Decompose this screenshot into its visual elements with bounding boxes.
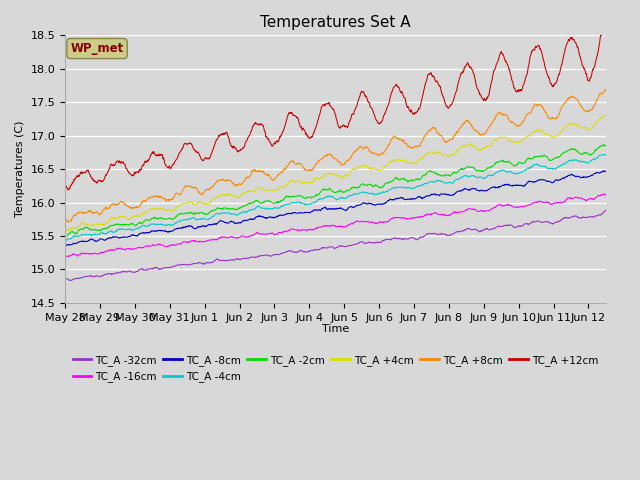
TC_A -4cm — [291, 200, 298, 205]
TC_A +4cm — [312, 175, 319, 181]
TC_A +4cm — [602, 112, 610, 118]
TC_A +4cm — [291, 179, 298, 184]
TC_A -2cm — [61, 234, 69, 240]
TC_A -32cm — [312, 247, 319, 252]
TC_A -4cm — [61, 238, 69, 244]
Line: TC_A +12cm: TC_A +12cm — [65, 28, 606, 190]
TC_A -32cm — [125, 268, 133, 274]
TC_A -2cm — [312, 192, 319, 198]
TC_A +12cm — [125, 170, 133, 176]
TC_A -32cm — [369, 240, 377, 246]
Text: WP_met: WP_met — [70, 42, 124, 55]
TC_A -8cm — [62, 243, 70, 249]
TC_A +12cm — [369, 109, 377, 115]
TC_A -32cm — [61, 276, 69, 282]
TC_A +12cm — [602, 25, 610, 31]
TC_A +12cm — [104, 170, 111, 176]
TC_A -2cm — [369, 183, 377, 189]
TC_A -16cm — [302, 227, 310, 233]
TC_A +12cm — [61, 182, 69, 188]
TC_A +8cm — [369, 151, 377, 156]
TC_A +8cm — [602, 87, 609, 93]
TC_A +8cm — [312, 162, 319, 168]
TC_A -4cm — [312, 199, 319, 205]
TC_A -4cm — [103, 230, 111, 236]
TC_A -16cm — [291, 227, 298, 232]
TC_A +8cm — [291, 160, 298, 166]
TC_A +4cm — [61, 228, 69, 234]
X-axis label: Time: Time — [322, 324, 349, 334]
TC_A -2cm — [602, 143, 610, 148]
TC_A -8cm — [291, 210, 299, 216]
TC_A -32cm — [104, 271, 111, 276]
TC_A -4cm — [125, 227, 132, 232]
TC_A -32cm — [291, 249, 299, 254]
TC_A -16cm — [61, 254, 69, 260]
TC_A -8cm — [302, 209, 310, 215]
TC_A +12cm — [312, 125, 319, 131]
TC_A -8cm — [600, 168, 607, 173]
TC_A -8cm — [125, 234, 133, 240]
TC_A +8cm — [602, 87, 610, 93]
Legend: TC_A -32cm, TC_A -16cm, TC_A -8cm, TC_A -4cm, TC_A -2cm, TC_A +4cm, TC_A +8cm, T: TC_A -32cm, TC_A -16cm, TC_A -8cm, TC_A … — [68, 351, 603, 386]
TC_A -2cm — [291, 193, 299, 199]
TC_A +4cm — [302, 179, 310, 185]
Line: TC_A -8cm: TC_A -8cm — [65, 170, 606, 246]
TC_A -16cm — [600, 191, 608, 197]
TC_A +8cm — [103, 206, 111, 212]
Y-axis label: Temperatures (C): Temperatures (C) — [15, 121, 25, 217]
TC_A -2cm — [125, 222, 133, 228]
TC_A -8cm — [369, 202, 377, 208]
Line: TC_A +4cm: TC_A +4cm — [65, 115, 606, 231]
Line: TC_A -32cm: TC_A -32cm — [65, 210, 606, 281]
Line: TC_A -2cm: TC_A -2cm — [65, 144, 606, 237]
Title: Temperatures Set A: Temperatures Set A — [260, 15, 411, 30]
TC_A -16cm — [103, 249, 111, 254]
TC_A +4cm — [103, 220, 111, 226]
TC_A +12cm — [302, 132, 310, 137]
TC_A -16cm — [312, 226, 319, 232]
TC_A +12cm — [64, 187, 72, 192]
TC_A +8cm — [61, 219, 69, 225]
TC_A +8cm — [125, 204, 132, 209]
TC_A -16cm — [369, 219, 377, 225]
Line: TC_A +8cm: TC_A +8cm — [65, 90, 606, 222]
TC_A -4cm — [302, 202, 310, 207]
TC_A +12cm — [600, 25, 607, 31]
TC_A -8cm — [61, 243, 69, 249]
TC_A -16cm — [125, 246, 132, 252]
TC_A -8cm — [104, 236, 111, 241]
Line: TC_A -16cm: TC_A -16cm — [65, 194, 606, 257]
TC_A -32cm — [602, 207, 610, 213]
TC_A -2cm — [600, 142, 607, 147]
TC_A +8cm — [302, 167, 310, 173]
TC_A -32cm — [302, 249, 310, 255]
TC_A -8cm — [602, 168, 610, 174]
TC_A +12cm — [291, 113, 299, 119]
TC_A -32cm — [66, 278, 74, 284]
TC_A -4cm — [369, 192, 377, 197]
TC_A +4cm — [369, 165, 377, 171]
TC_A -8cm — [312, 207, 319, 213]
TC_A -2cm — [302, 195, 310, 201]
TC_A +4cm — [125, 217, 132, 223]
TC_A -2cm — [62, 234, 70, 240]
TC_A -4cm — [602, 152, 610, 157]
Line: TC_A -4cm: TC_A -4cm — [65, 155, 606, 241]
TC_A -2cm — [104, 226, 111, 231]
TC_A -16cm — [602, 192, 610, 198]
